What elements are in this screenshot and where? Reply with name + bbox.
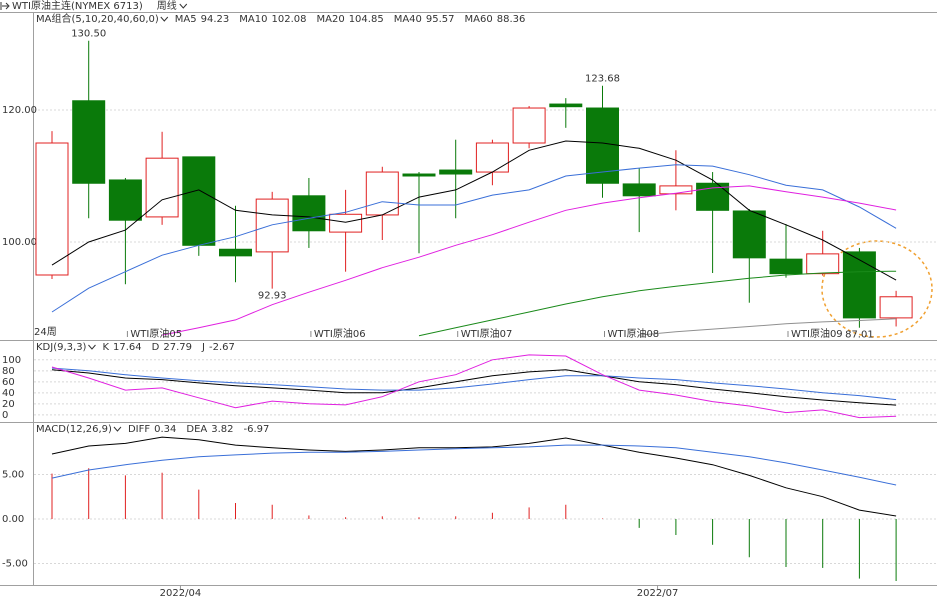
candle-body bbox=[806, 253, 840, 275]
legend-value: 0.34 bbox=[154, 424, 176, 435]
high-label: 123.68 bbox=[585, 74, 620, 85]
legend-name: MA20 bbox=[316, 14, 344, 25]
contract-label: WTI原油06 bbox=[314, 327, 366, 340]
candle-body bbox=[402, 173, 436, 177]
indicator-line bbox=[51, 140, 897, 281]
legend-value: 95.57 bbox=[426, 14, 455, 25]
legend-value: 88.36 bbox=[497, 14, 526, 25]
indicator-line bbox=[51, 164, 897, 313]
low-label: 92.93 bbox=[258, 291, 287, 302]
indicator-line bbox=[162, 185, 897, 336]
legend-name: MA5 bbox=[175, 14, 197, 25]
y-tick-label: 0.00 bbox=[2, 514, 24, 525]
x-tick-label: 2022/04 bbox=[160, 588, 202, 599]
legend-value: -2.67 bbox=[209, 342, 235, 353]
x-tick-label: 2022/07 bbox=[637, 588, 679, 599]
candle-body bbox=[842, 251, 876, 319]
indicator-line bbox=[639, 318, 897, 336]
indicator-label[interactable]: MACD(12,26,9) bbox=[36, 424, 112, 435]
y-tick-label: 100 bbox=[2, 355, 21, 366]
candle-body bbox=[145, 157, 179, 218]
candle-body bbox=[769, 258, 803, 275]
legend-value: 104.85 bbox=[349, 14, 384, 25]
candle-body bbox=[659, 185, 693, 195]
contract-label: WTI原油09 bbox=[791, 327, 843, 340]
y-tick-label: -5.00 bbox=[2, 558, 28, 569]
low-label: 87.01 bbox=[845, 330, 874, 341]
legend-name: K bbox=[102, 342, 109, 353]
candle-body bbox=[219, 248, 252, 257]
title: WTI原油主连(NYMEX 6713) bbox=[12, 0, 143, 12]
y-tick-label: 40 bbox=[2, 388, 15, 399]
y-tick-label: 120.00 bbox=[2, 105, 37, 116]
candle-body bbox=[879, 296, 913, 319]
legend-name: DEA bbox=[186, 424, 207, 435]
legend-name: D bbox=[152, 342, 160, 353]
dropdown-icon[interactable] bbox=[113, 426, 122, 432]
candle-body bbox=[732, 210, 766, 259]
candle-body bbox=[72, 100, 106, 184]
candle-body bbox=[292, 195, 326, 232]
y-tick-label: 5.00 bbox=[2, 469, 24, 480]
back-icon[interactable] bbox=[0, 2, 10, 10]
legend-name: MA10 bbox=[239, 14, 267, 25]
candle-body bbox=[329, 213, 363, 233]
dropdown-icon[interactable] bbox=[160, 16, 169, 22]
candle-body bbox=[108, 179, 142, 221]
indicator-line bbox=[51, 369, 897, 406]
legend-name: J bbox=[201, 342, 205, 353]
legend-value: 102.08 bbox=[271, 14, 306, 25]
indicator-line bbox=[51, 444, 897, 486]
indicator-label[interactable]: KDJ(9,3,3) bbox=[36, 342, 87, 353]
period[interactable]: 周线 bbox=[157, 0, 177, 12]
legend-value: 27.79 bbox=[163, 342, 192, 353]
candle-body bbox=[365, 171, 399, 216]
contract-label: WTI原油07 bbox=[461, 327, 513, 340]
contract-label: WTI原油08 bbox=[608, 327, 660, 340]
indicator-line bbox=[418, 270, 897, 337]
legend-value: 17.64 bbox=[113, 342, 142, 353]
legend-name: DIFF bbox=[128, 424, 150, 435]
candle-body bbox=[622, 183, 656, 197]
candle-body bbox=[512, 107, 546, 144]
candle-body bbox=[255, 198, 289, 253]
dropdown-icon[interactable] bbox=[88, 344, 96, 350]
highlight-circle bbox=[821, 240, 933, 338]
legend-value: 3.82 bbox=[211, 424, 233, 435]
dropdown-icon[interactable] bbox=[179, 3, 188, 9]
y-tick-label: 100.00 bbox=[2, 237, 37, 248]
candle-body bbox=[475, 142, 509, 173]
indicator-line bbox=[51, 354, 897, 419]
candle-body bbox=[35, 142, 69, 276]
y-tick-label: 80 bbox=[2, 366, 15, 377]
y-tick-label: 60 bbox=[2, 377, 15, 388]
candle-body bbox=[182, 156, 216, 246]
indicator-line bbox=[51, 367, 897, 401]
legend-name: MA60 bbox=[465, 14, 493, 25]
legend-name: MA40 bbox=[394, 14, 422, 25]
indicator-line bbox=[51, 436, 897, 517]
legend-value: -6.97 bbox=[244, 424, 270, 435]
contract-label: WTI原油05 bbox=[130, 327, 182, 340]
indicator-label[interactable]: MA组合(5,10,20,40,60,0) bbox=[36, 12, 159, 25]
y-tick-label: 0 bbox=[2, 410, 8, 421]
candle-body bbox=[439, 169, 473, 175]
candle-body bbox=[549, 103, 583, 108]
y-tick-label: 20 bbox=[2, 399, 15, 410]
high-label: 130.50 bbox=[71, 29, 106, 40]
legend-value: 94.23 bbox=[201, 14, 230, 25]
panel-note: 24周 bbox=[34, 326, 57, 338]
